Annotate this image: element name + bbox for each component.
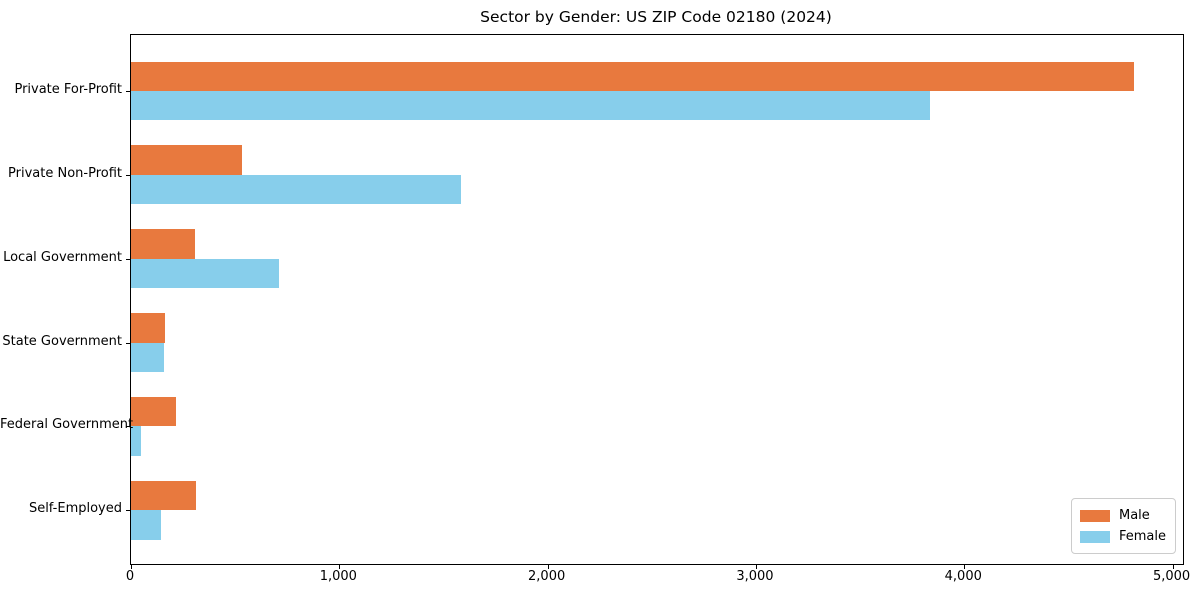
x-tick-mark-5,000 (1172, 564, 1174, 569)
x-tick-label-0: 0 (125, 569, 135, 584)
x-tick-mark-3,000 (755, 564, 757, 569)
x-tick-mark-1,000 (339, 564, 341, 569)
legend-swatch-female (1079, 530, 1110, 543)
y-tick-mark-federal-government (126, 426, 131, 428)
x-tick-mark-2,000 (547, 564, 549, 569)
bar-female-local-government (131, 258, 279, 289)
bar-male-federal-government (131, 397, 176, 427)
x-tick-mark-0 (131, 564, 132, 569)
y-tick-mark-private-non-profit (126, 174, 131, 176)
x-tick-mark-4,000 (964, 564, 966, 569)
legend-label-female: Female (1118, 529, 1166, 544)
y-tick-label-state-government: State Government (2, 333, 122, 349)
x-tick-label-1,000: 1,000 (319, 569, 357, 584)
y-tick-label-private-non-profit: Private Non-Profit (8, 165, 122, 181)
bar-female-private-for-profit (131, 91, 930, 121)
legend-item-female: Female (1079, 526, 1166, 547)
x-tick-label-3,000: 3,000 (736, 569, 774, 584)
y-tick-label-federal-government: Federal Government (0, 417, 134, 433)
plot-area: Male Female (126, 34, 1184, 569)
y-tick-mark-self-employed (126, 510, 131, 512)
y-tick-mark-state-government (126, 342, 131, 344)
bar-male-state-government (131, 313, 166, 343)
bar-female-state-government (131, 342, 165, 372)
x-tick-label-5,000: 5,000 (1152, 569, 1191, 584)
bar-male-private-for-profit (131, 61, 1135, 91)
bar-male-local-government (131, 229, 195, 259)
chart-title: Sector by Gender: US ZIP Code 02180 (202… (480, 8, 832, 26)
bar-male-self-employed (131, 480, 196, 511)
bar-male-private-non-profit (131, 145, 243, 175)
legend-label-male: Male (1118, 508, 1150, 523)
legend-item-male: Male (1079, 505, 1166, 526)
bar-female-federal-government (131, 426, 142, 456)
bar-female-self-employed (131, 510, 162, 540)
y-tick-mark-private-for-profit (126, 91, 131, 92)
legend-swatch-male (1079, 509, 1110, 522)
x-tick-label-4,000: 4,000 (944, 569, 982, 584)
y-tick-label-local-government: Local Government (3, 249, 122, 265)
y-tick-mark-local-government (126, 258, 131, 260)
y-tick-label-private-for-profit: Private For-Profit (14, 82, 122, 97)
bar-female-private-non-profit (131, 174, 462, 205)
y-tick-label-self-employed: Self-Employed (28, 501, 122, 517)
x-tick-label-2,000: 2,000 (528, 569, 566, 584)
legend: Male Female (1070, 498, 1176, 554)
